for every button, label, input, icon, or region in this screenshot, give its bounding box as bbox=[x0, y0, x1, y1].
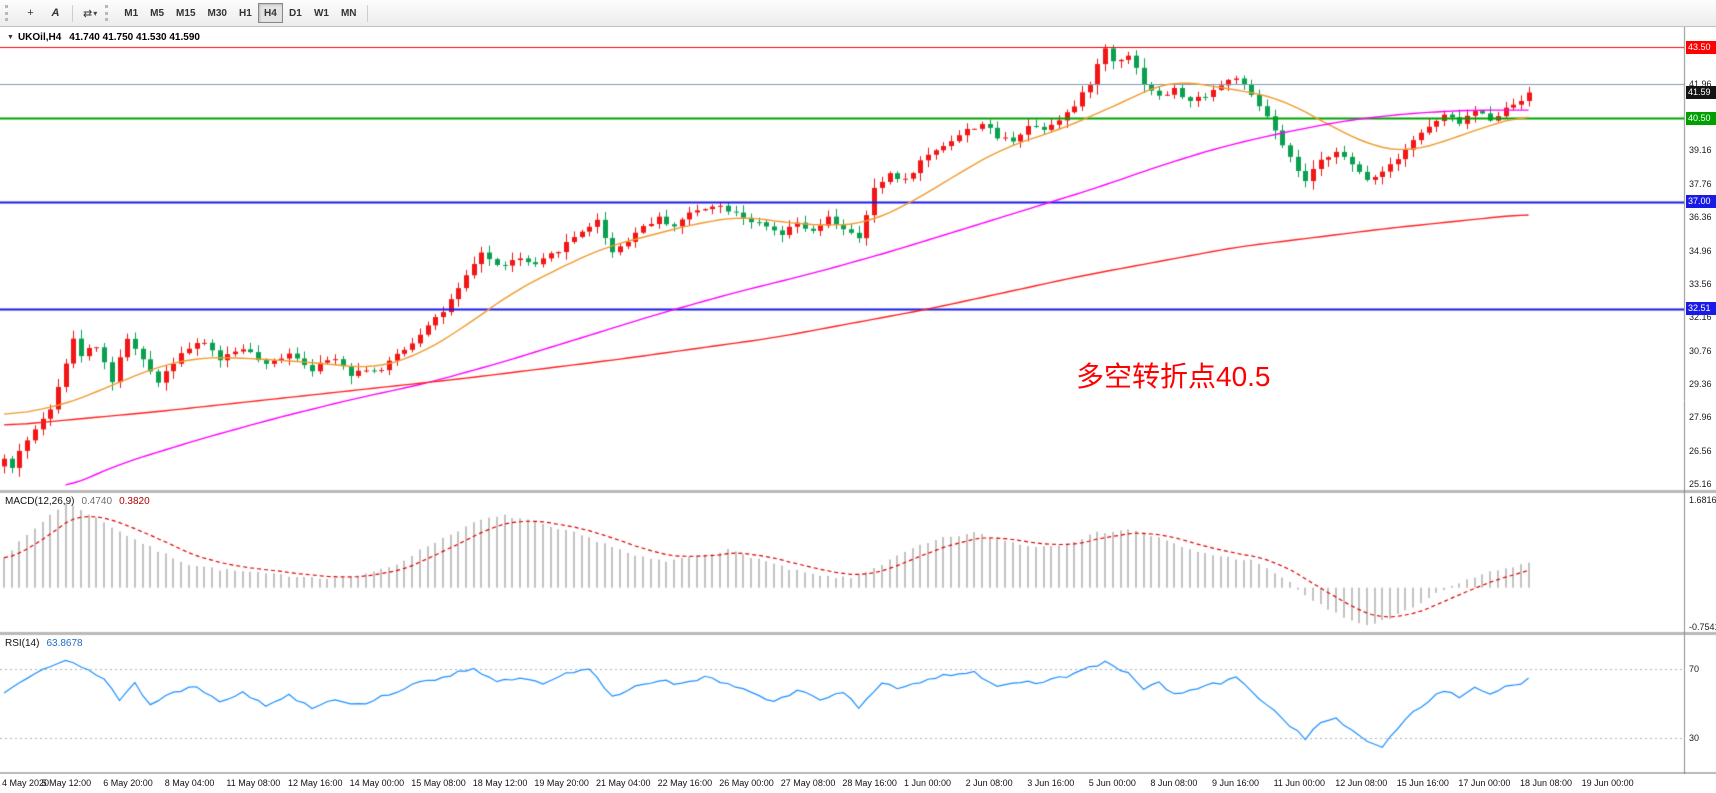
time-axis-label: 19 May 20:00 bbox=[534, 778, 589, 788]
time-axis-label: 28 May 16:00 bbox=[842, 778, 897, 788]
price-tick-label: 33.56 bbox=[1689, 278, 1712, 289]
time-axis-label: 8 May 04:00 bbox=[164, 778, 215, 788]
time-axis-label: 6 May 20:00 bbox=[103, 778, 153, 788]
time-axis-label: 4 May 2020 bbox=[2, 778, 50, 788]
toolbar-separator bbox=[72, 4, 73, 22]
time-axis-label: 14 May 00:00 bbox=[349, 778, 405, 788]
price-level-box: 41.59 bbox=[1686, 86, 1716, 99]
timeframe-button-m5[interactable]: M5 bbox=[144, 3, 170, 23]
time-axis-label: 11 Jun 00:00 bbox=[1273, 778, 1325, 788]
toolbar-grip[interactable] bbox=[5, 5, 13, 21]
time-axis-label: 12 Jun 08:00 bbox=[1335, 778, 1388, 788]
price-tick-label: 25.16 bbox=[1689, 479, 1712, 490]
ohlc-values: 41.740 41.750 41.530 41.590 bbox=[69, 32, 200, 43]
time-axis-label: 17 Jun 00:00 bbox=[1458, 778, 1511, 788]
rsi-name: RSI(14) bbox=[5, 638, 40, 649]
time-axis[interactable]: 4 May 2020 5 May 12:00 6 May 20:00 8 May 04… bbox=[0, 774, 1716, 793]
text-label-icon[interactable]: A bbox=[43, 3, 68, 23]
dropdown-caret-icon: ▾ bbox=[93, 8, 98, 18]
price-tick-label: 32.16 bbox=[1689, 312, 1712, 323]
price-tick-label: 41.96 bbox=[1689, 78, 1712, 89]
price-tick-label: 30.76 bbox=[1689, 345, 1712, 356]
time-axis-label: 3 Jun 16:00 bbox=[1027, 778, 1075, 788]
time-axis-label: 26 May 00:00 bbox=[719, 778, 774, 788]
price-tick-label: 34.96 bbox=[1689, 245, 1712, 256]
timeframe-button-m30[interactable]: M30 bbox=[202, 3, 233, 23]
cycle-arrows-icon: ⇄ bbox=[83, 7, 93, 20]
time-axis-label: 18 May 12:00 bbox=[472, 778, 528, 788]
price-level-box: 43.50 bbox=[1686, 40, 1716, 54]
macd-max-label: 1.6816 bbox=[1689, 495, 1716, 505]
timeframe-button-m15[interactable]: M15 bbox=[170, 3, 201, 23]
price-tick-label: 36.36 bbox=[1689, 212, 1712, 223]
toolbar: + A ⇄ ▾ M1 M5 M15 M30 H1 H4 D1 W1 MN bbox=[0, 0, 1716, 27]
timeframe-button-d1[interactable]: D1 bbox=[283, 3, 308, 23]
time-axis-label: 11 May 08:00 bbox=[226, 778, 281, 788]
time-axis-label: 19 Jun 00:00 bbox=[1581, 778, 1634, 788]
time-axis-label: 15 May 08:00 bbox=[411, 778, 466, 788]
price-level-box: 40.50 bbox=[1686, 111, 1716, 125]
price-level-box: 32.51 bbox=[1686, 302, 1716, 316]
time-axis-label: 12 May 16:00 bbox=[288, 778, 343, 788]
time-axis-label: 27 May 08:00 bbox=[780, 778, 836, 788]
time-axis-label: 15 Jun 16:00 bbox=[1396, 778, 1449, 788]
time-axis-label: 8 Jun 08:00 bbox=[1150, 778, 1198, 788]
timeframe-button-h1[interactable]: H1 bbox=[233, 3, 258, 23]
timeframe-button-h4[interactable]: H4 bbox=[257, 3, 283, 23]
time-axis-label: 9 Jun 16:00 bbox=[1212, 778, 1260, 788]
rsi-level-70-label: 70 bbox=[1689, 664, 1700, 674]
price-tick-label: 27.96 bbox=[1689, 412, 1712, 423]
macd-indicator-label: MACD(12,26,9) 0.4740 0.3820 bbox=[5, 496, 150, 507]
price-tick-label: 26.56 bbox=[1689, 445, 1712, 456]
macd-min-label: -0.7541 bbox=[1689, 622, 1716, 632]
indicator-cycle-button[interactable]: ⇄ ▾ bbox=[77, 3, 103, 23]
price-tick-label: 39.16 bbox=[1689, 145, 1712, 156]
price-tick-label: 29.36 bbox=[1689, 378, 1712, 389]
price-tick-label: 37.76 bbox=[1689, 178, 1712, 189]
timeframe-button-w1[interactable]: W1 bbox=[308, 3, 335, 23]
time-axis-label: 1 Jun 00:00 bbox=[904, 778, 952, 788]
time-axis-label: 5 May 12:00 bbox=[41, 778, 92, 788]
macd-signal-value: 0.3820 bbox=[119, 496, 150, 507]
chart-symbol-title: ▼ UKOil,H4 41.740 41.750 41.530 41.590 bbox=[7, 32, 200, 43]
timeframe-button-m1[interactable]: M1 bbox=[118, 3, 144, 23]
time-axis-label: 2 Jun 08:00 bbox=[965, 778, 1013, 788]
toolbar-grip[interactable] bbox=[105, 5, 113, 21]
time-axis-label: 22 May 16:00 bbox=[657, 778, 713, 788]
price-level-box: 37.00 bbox=[1686, 195, 1716, 209]
crosshair-icon[interactable]: + bbox=[18, 3, 43, 23]
macd-name: MACD(12,26,9) bbox=[5, 496, 75, 507]
time-axis-label: 5 Jun 00:00 bbox=[1088, 778, 1136, 788]
chart-area: ▼ UKOil,H4 41.740 41.750 41.530 41.590 MAC… bbox=[0, 27, 1716, 793]
chart-annotation: 多空转折点40.5 bbox=[1076, 361, 1271, 392]
rsi-level-30-label: 30 bbox=[1689, 733, 1700, 743]
time-axis-label: 21 May 04:00 bbox=[596, 778, 651, 788]
macd-main-value: 0.4740 bbox=[81, 496, 113, 507]
timeframe-button-mn[interactable]: MN bbox=[335, 3, 363, 23]
toolbar-separator bbox=[366, 4, 368, 22]
rsi-indicator-label: RSI(14) 63.8678 bbox=[5, 638, 83, 649]
symbol-name: UKOil,H4 bbox=[17, 32, 62, 43]
time-axis-label: 18 Jun 08:00 bbox=[1520, 778, 1573, 788]
symbol-dropdown-icon[interactable]: ▼ bbox=[7, 34, 14, 41]
rsi-value: 63.8678 bbox=[46, 638, 83, 649]
price-chart-canvas[interactable] bbox=[0, 27, 1716, 774]
